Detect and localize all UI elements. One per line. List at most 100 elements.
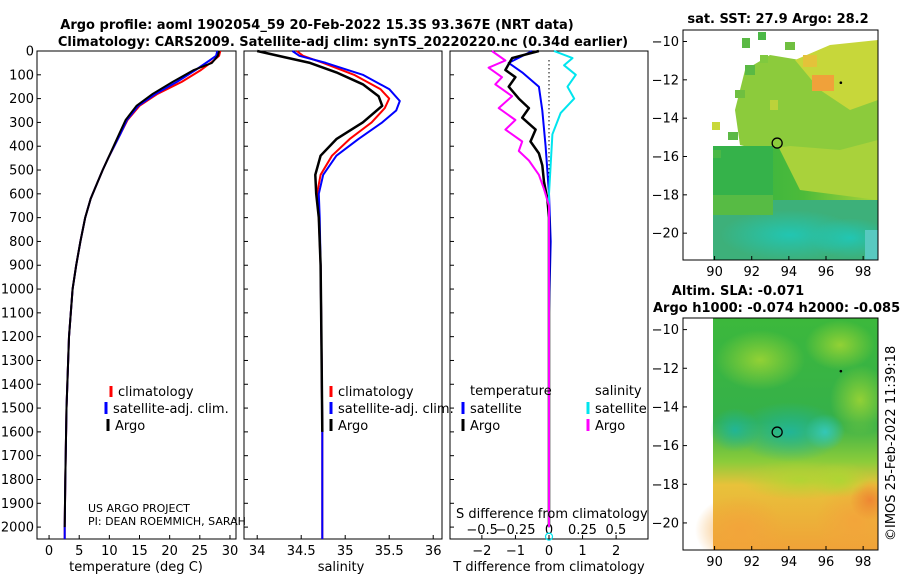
legend-title-temperature: temperature: [470, 384, 552, 399]
y-tick-label: 100: [9, 68, 34, 83]
map-y-tick-label: −18: [652, 188, 679, 203]
sla-reference-dot: [839, 369, 843, 373]
y-tick-label: 1700: [1, 449, 34, 464]
x-tick-label: 10: [101, 544, 118, 559]
sla-map-panel: Altim. SLA: -0.071 Argo h1000: -0.074 h2…: [652, 284, 900, 570]
top-x-tick-label: 0.5: [606, 523, 627, 538]
legend-label-argo: Argo: [338, 419, 368, 434]
x-tick-label: 36: [425, 544, 442, 559]
sla-map-ticks: 90 92 94 96 98 −10 −12 −14 −16 −18 −20: [652, 323, 872, 570]
y-tick-label: 1900: [1, 497, 34, 512]
difference-xlabel: T difference from climatology: [452, 560, 645, 575]
salinity-legend: climatology satellite-adj. clim. Argo: [329, 385, 454, 434]
map-x-tick-label: 90: [706, 265, 723, 280]
map-x-tick-label: 98: [855, 265, 872, 280]
y-tick-label: 1300: [1, 354, 34, 369]
map-y-tick-label: −10: [652, 323, 679, 338]
series-line: [256, 49, 384, 432]
y-tick-label: 1000: [1, 283, 34, 298]
y-tick-label: 400: [9, 140, 34, 155]
x-tick-label: 35.5: [375, 544, 404, 559]
y-tick-label: 200: [9, 92, 34, 107]
map-y-tick-label: −14: [652, 400, 679, 415]
series-line: [291, 50, 401, 539]
y-tick-label: 700: [9, 211, 34, 226]
temperature-series: [63, 50, 222, 539]
y-tick-label: 0: [26, 45, 34, 60]
series-line: [63, 50, 219, 539]
x-tick-label: 35: [337, 544, 354, 559]
legend-label-climatology: climatology: [338, 385, 414, 400]
project-credit: US ARGO PROJECT: [88, 502, 190, 515]
x-tick-label: 0: [45, 544, 53, 559]
bottom-point-marker: [544, 532, 554, 541]
y-tick-label: 2000: [1, 521, 34, 536]
map-y-tick-label: −16: [652, 439, 679, 454]
sst-reference-dot: [839, 81, 843, 85]
temperature-panel: 0 5 10 15 20 25 300100200300400500600700800900…: [1, 45, 246, 576]
difference-series: [487, 49, 577, 541]
y-tick-label: 1600: [1, 425, 34, 440]
series-line: [296, 50, 391, 539]
figure-title-line2: Climatology: CARS2009. Satellite-adj cli…: [58, 35, 628, 50]
map-y-tick-label: −12: [652, 362, 679, 377]
sst-argo-position-marker: [771, 137, 783, 149]
x-tick-label: 2: [612, 544, 620, 559]
pi-credit: PI: DEAN ROEMMICH, SARAH: [88, 515, 246, 528]
x-tick-label: 1: [578, 544, 586, 559]
x-tick-label: 15: [131, 544, 148, 559]
series-line: [63, 50, 222, 539]
salinity-ticks: 34 34.5 35 35.5 36: [244, 50, 442, 559]
legend-label-temp-satellite: satellite: [470, 402, 522, 417]
y-tick-label: 800: [9, 235, 34, 250]
map-y-tick-label: −20: [652, 227, 679, 242]
top-x-tick-label: 0: [545, 523, 553, 538]
map-y-tick-label: −18: [652, 478, 679, 493]
y-tick-label: 1800: [1, 473, 34, 488]
salinity-xlabel: salinity: [318, 560, 365, 575]
top-x-tick-label: −0.25: [496, 523, 536, 538]
map-x-tick-label: 94: [781, 555, 798, 570]
legend-label-satellite: satellite-adj. clim.: [113, 402, 229, 417]
map-y-tick-label: −12: [652, 73, 679, 88]
difference-legend: temperature salinity satellite Argo sate…: [461, 384, 647, 434]
series-line: [63, 50, 221, 528]
sst-map-ticks: 90 92 94 96 98 −10 −12 −14 −16 −18 −20: [652, 35, 872, 280]
salinity-axes-frame: [243, 50, 443, 540]
sla-argo-position-marker: [771, 426, 783, 438]
x-tick-label: 25: [192, 544, 209, 559]
series-line: [548, 50, 577, 528]
x-tick-label: 30: [222, 544, 239, 559]
sst-map-title: sat. SST: 27.9 Argo: 28.2: [687, 12, 868, 27]
figure-title-line1: Argo profile: aoml 1902054_59 20-Feb-202…: [60, 18, 573, 33]
temperature-axes-frame: [36, 50, 237, 540]
x-tick-label: 20: [161, 544, 178, 559]
sla-map-title: Altim. SLA: -0.071: [672, 284, 804, 299]
legend-label-temp-argo: Argo: [470, 419, 500, 434]
x-tick-label: 0: [545, 544, 553, 559]
sst-map-panel: sat. SST: 27.9 Argo: 28.2: [652, 12, 879, 280]
sst-heatmap: [683, 30, 878, 260]
salinity-series: [256, 49, 401, 539]
map-y-tick-label: −10: [652, 35, 679, 50]
x-tick-label: 34: [249, 544, 266, 559]
top-x-tick-label: −0.5: [466, 523, 498, 538]
map-x-tick-label: 92: [743, 555, 760, 570]
y-tick-label: 500: [9, 164, 34, 179]
map-x-tick-label: 96: [818, 555, 835, 570]
map-x-tick-label: 98: [855, 555, 872, 570]
y-tick-label: 1100: [1, 306, 34, 321]
legend-label-argo: Argo: [115, 419, 145, 434]
map-x-tick-label: 90: [706, 555, 723, 570]
map-x-tick-label: 96: [818, 265, 835, 280]
sla-map-frame: [682, 317, 879, 551]
temperature-xlabel: temperature (deg C): [69, 560, 203, 575]
temperature-legend: climatology satellite-adj. clim. Argo: [104, 385, 229, 434]
difference-panel: −2 −1 0 1 2 −0.5−0.25 0 0.25 0.5 T difference fr…: [449, 49, 649, 575]
sla-map-subtitle: Argo h1000: -0.074 h2000: -0.085: [653, 301, 900, 316]
series-line: [487, 50, 550, 528]
temperature-ticks: 0 5 10 15 20 25 300100200300400500600700800900…: [1, 45, 238, 560]
difference-ticks: −2 −1 0 1 2 −0.5−0.25 0 0.25 0.5: [450, 50, 627, 559]
y-tick-label: 300: [9, 116, 34, 131]
x-tick-label: 34.5: [287, 544, 316, 559]
